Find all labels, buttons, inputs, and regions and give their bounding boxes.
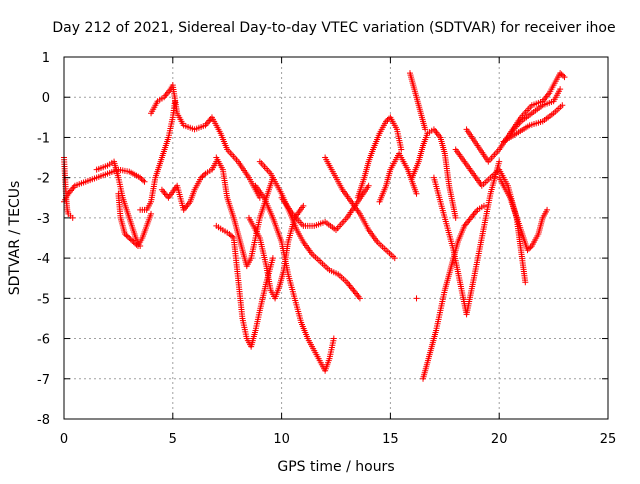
data-point: [132, 240, 139, 247]
y-tick-labels: -8 -7 -6 -5 -4 -3 -2 -1 0 1: [37, 51, 50, 428]
data-point: [300, 202, 307, 209]
data-point: [422, 126, 429, 133]
data-point: [198, 174, 205, 181]
x-tick-label: 20: [491, 432, 508, 447]
data-point: [229, 233, 236, 240]
data-point: [137, 174, 144, 181]
y-tick-label: -1: [37, 131, 50, 146]
data-point: [129, 237, 136, 244]
data-point: [557, 70, 564, 77]
x-tick-label: 10: [273, 432, 290, 447]
data-point: [398, 146, 405, 153]
y-tick-label: -4: [37, 252, 50, 267]
data-point: [140, 177, 147, 184]
data-point: [561, 74, 568, 81]
data-point: [365, 182, 372, 189]
x-axis-label: GPS time / hours: [277, 459, 394, 475]
data-point: [496, 158, 503, 165]
data-point: [452, 214, 459, 221]
data-point: [133, 241, 140, 248]
data-point: [126, 235, 133, 241]
y-tick-label: -5: [37, 292, 50, 307]
chart-title: Day 212 of 2021, Sidereal Day-to-day VTE…: [52, 20, 615, 36]
data-point: [384, 117, 391, 124]
data-point: [557, 86, 564, 93]
data-point: [524, 247, 531, 254]
data-point: [480, 202, 487, 209]
data-point: [391, 255, 398, 262]
data-point: [527, 244, 534, 251]
data-point: [559, 102, 566, 109]
data-point: [124, 233, 131, 240]
data-point: [385, 115, 392, 122]
data-point: [356, 295, 363, 302]
y-axis-label: SDTVAR / TECUs: [7, 181, 23, 296]
x-tick-label: 5: [169, 432, 177, 447]
data-point: [199, 173, 206, 180]
data-point: [330, 335, 337, 342]
y-tick-label: -2: [37, 172, 50, 187]
data-point: [558, 71, 565, 78]
data-point: [69, 214, 76, 221]
data-point: [522, 279, 529, 286]
x-tick-label: 0: [60, 432, 68, 447]
y-tick-label: -8: [37, 413, 50, 428]
data-point: [123, 232, 130, 239]
data-point: [413, 190, 420, 197]
y-tick-label: -7: [37, 373, 50, 388]
data-point: [226, 230, 233, 237]
data-point: [525, 245, 532, 252]
data-point: [121, 230, 128, 237]
data-point: [141, 178, 148, 185]
data-point: [269, 255, 276, 262]
data-point: [138, 176, 145, 183]
data-point: [130, 239, 137, 246]
data-point: [560, 72, 567, 79]
y-tick-label: -3: [37, 212, 50, 227]
data-point: [127, 236, 134, 243]
y-tick-label: 1: [42, 51, 50, 66]
y-tick-label: 0: [42, 91, 50, 106]
x-tick-label: 25: [600, 432, 617, 447]
data-points: [61, 70, 568, 382]
data-point: [383, 118, 390, 125]
plot-frame: [63, 56, 609, 420]
data-point: [227, 232, 234, 239]
data-point: [200, 171, 207, 178]
data-point: [544, 206, 551, 213]
x-tick-labels: 0 5 10 15 20 25: [60, 432, 616, 447]
x-tick-label: 15: [382, 432, 399, 447]
data-point: [148, 210, 155, 217]
axis-ticks: [63, 56, 609, 420]
y-tick-label: -6: [37, 333, 50, 348]
data-point: [413, 295, 420, 302]
